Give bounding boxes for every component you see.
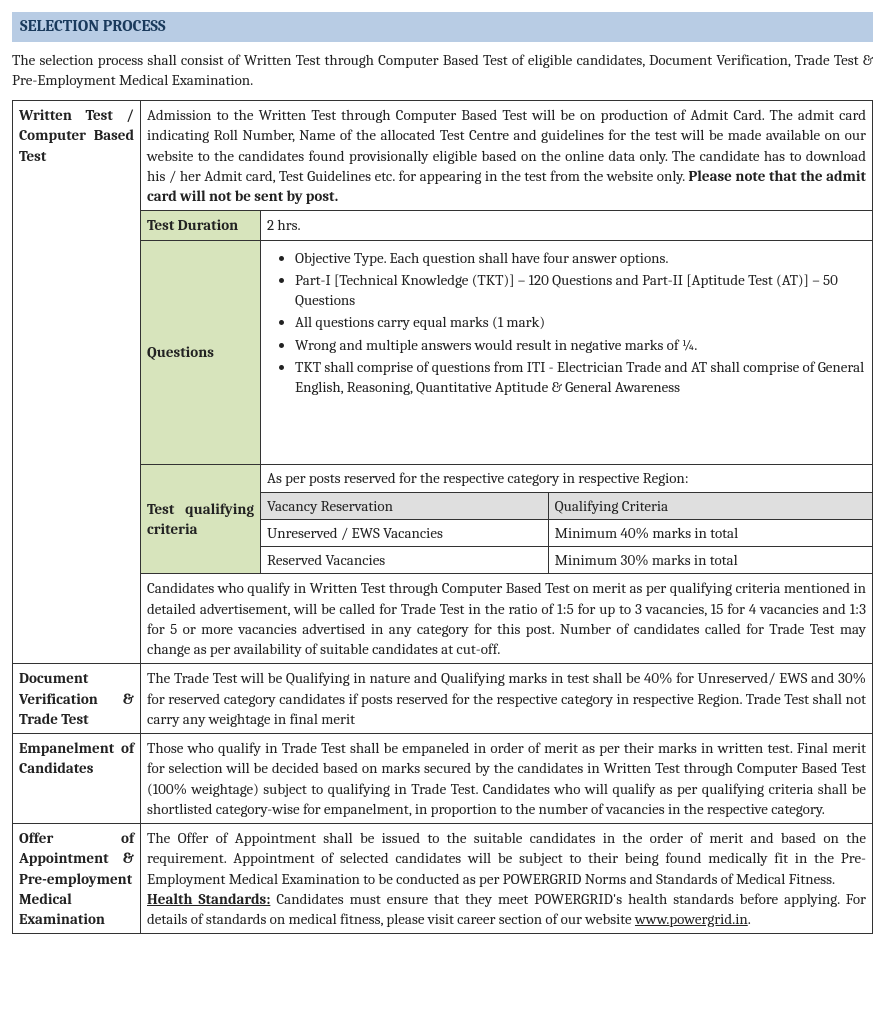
health-standards-label: Health Standards: [147, 890, 270, 908]
row-label-empanel: Empanelment of Candidates [13, 734, 141, 824]
row-label-offer: Offer of Appointment & Pre-employment Me… [13, 824, 141, 934]
question-item: Wrong and multiple answers would result … [295, 334, 866, 356]
section-header: SELECTION PROCESS [12, 12, 873, 42]
offer-text3: . [748, 910, 751, 928]
qual-note: Candidates who qualify in Written Test t… [141, 574, 873, 664]
questions-label: Questions [141, 240, 261, 465]
powergrid-link[interactable]: www.powergrid.in [635, 910, 748, 928]
questions-cell: Objective Type. Each question shall have… [261, 240, 873, 465]
qual-row1-col1: Unreserved / EWS Vacancies [261, 519, 548, 546]
docverif-text: The Trade Test will be Qualifying in nat… [141, 664, 873, 734]
question-item: Part-I [Technical Knowledge (TKT)] – 120… [295, 269, 866, 312]
questions-list: Objective Type. Each question shall have… [267, 247, 866, 399]
row-label-written-test: Written Test / Computer Based Test [13, 101, 141, 664]
question-item: All questions carry equal marks (1 mark) [295, 311, 866, 333]
qualifying-criteria-label: Test qualifying criteria [141, 465, 261, 574]
question-item: Objective Type. Each question shall have… [295, 247, 866, 269]
written-admission-cell: Admission to the Written Test through Co… [141, 101, 873, 211]
qual-intro: As per posts reserved for the respective… [261, 465, 872, 492]
qual-header-2: Qualifying Criteria [548, 492, 872, 519]
qualifying-criteria-cell: As per posts reserved for the respective… [261, 465, 873, 574]
row-label-docverif: Document Verification & Trade Test [13, 664, 141, 734]
test-duration-label: Test Duration [141, 211, 261, 240]
question-item: TKT shall comprise of questions from ITI… [295, 356, 866, 399]
qual-row1-col2: Minimum 40% marks in total [548, 519, 872, 546]
qualifying-criteria-table: As per posts reserved for the respective… [261, 465, 872, 573]
test-duration-value: 2 hrs. [261, 211, 873, 240]
selection-process-table: Written Test / Computer Based Test Admis… [12, 100, 873, 934]
qual-row2-col1: Reserved Vacancies [261, 547, 548, 574]
qual-row2-col2: Minimum 30% marks in total [548, 547, 872, 574]
qual-header-1: Vacancy Reservation [261, 492, 548, 519]
intro-paragraph: The selection process shall consist of W… [12, 50, 873, 91]
empanel-text: Those who qualify in Trade Test shall be… [141, 734, 873, 824]
offer-text1: The Offer of Appointment shall be issued… [147, 829, 866, 888]
offer-cell: The Offer of Appointment shall be issued… [141, 824, 873, 934]
